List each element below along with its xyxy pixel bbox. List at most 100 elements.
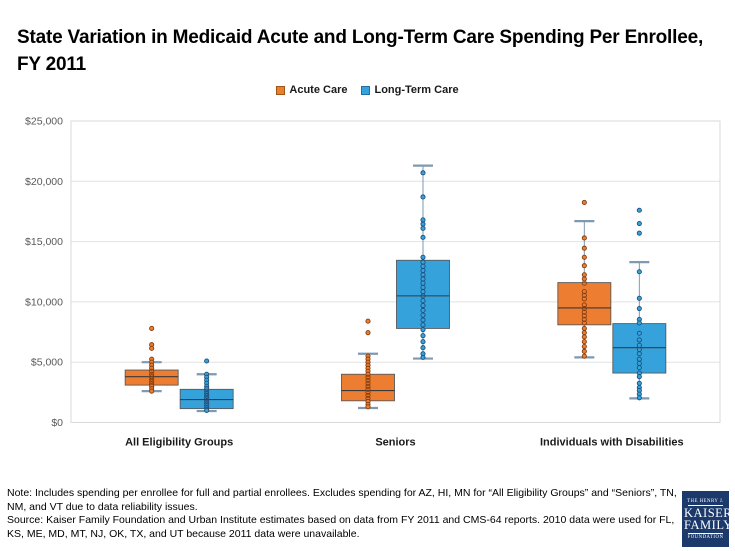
state-point — [365, 389, 371, 395]
box-acute-care-2 — [557, 199, 612, 359]
state-point — [636, 207, 642, 213]
state-point — [581, 292, 587, 298]
state-point — [581, 316, 587, 322]
state-point — [204, 400, 210, 406]
box-long-term-care-0 — [179, 358, 234, 413]
acute-care-swatch-icon — [276, 85, 286, 95]
state-point — [636, 374, 642, 380]
state-point — [636, 305, 642, 312]
logo-divider — [688, 532, 723, 534]
state-point — [365, 380, 371, 386]
source-text: Source: Kaiser Family Foundation and Urb… — [7, 514, 675, 540]
state-point — [636, 351, 642, 357]
state-point — [636, 295, 642, 301]
state-point — [581, 309, 587, 315]
state-point — [420, 293, 426, 299]
state-point — [420, 298, 426, 304]
state-point — [581, 263, 587, 269]
state-point — [581, 313, 587, 319]
state-point — [581, 254, 587, 260]
state-point — [365, 404, 371, 410]
state-point — [149, 325, 155, 331]
legend-label-long-term-care: Long-Term Care — [374, 84, 459, 96]
state-point — [365, 392, 371, 398]
logo-line-3: FAMILY — [684, 518, 733, 532]
state-point — [581, 280, 587, 286]
legend-item-acute-care: Acute Care — [276, 84, 347, 96]
state-point — [636, 320, 642, 326]
state-point — [636, 269, 642, 275]
state-point — [149, 371, 155, 377]
state-point — [149, 376, 155, 382]
state-point — [149, 378, 155, 385]
category-label: Seniors — [375, 437, 415, 449]
state-point — [204, 403, 210, 409]
state-point — [581, 320, 587, 326]
y-tick-label: $20,000 — [25, 176, 63, 188]
state-point — [204, 391, 210, 397]
iqr-box — [612, 323, 667, 374]
state-point — [420, 322, 426, 328]
state-point — [420, 221, 426, 227]
state-point — [581, 245, 587, 251]
state-point — [636, 337, 642, 343]
state-point — [420, 312, 426, 318]
state-point — [636, 380, 642, 386]
state-point — [420, 345, 426, 351]
state-point — [420, 194, 426, 200]
long-term-care-swatch-icon — [361, 85, 371, 95]
state-point — [636, 365, 642, 371]
state-point — [581, 339, 587, 345]
state-point — [365, 386, 371, 392]
logo-line-2: KAISER — [684, 505, 733, 520]
state-point — [365, 374, 371, 380]
state-point — [420, 333, 426, 339]
state-point — [581, 305, 587, 312]
iqr-box — [557, 282, 612, 326]
logo-divider — [688, 504, 723, 506]
state-point — [204, 395, 210, 401]
category-label: Individuals with Disabilities — [540, 437, 684, 449]
state-point — [581, 343, 587, 350]
box-plot-svg: $0 $5,000 $10,000 $15,000 $20,000 $25,000 All … — [25, 116, 721, 449]
y-tick-label: $15,000 — [25, 236, 63, 248]
state-point — [636, 395, 642, 401]
state-point — [636, 330, 642, 336]
kaiser-family-foundation-logo: THE HENRY J. KAISER FAMILY FOUNDATION — [682, 491, 733, 547]
state-point — [149, 388, 155, 394]
plot-border — [70, 120, 721, 423]
legend-label-acute-care: Acute Care — [289, 84, 348, 96]
state-point — [204, 407, 210, 413]
logo-line-1: THE HENRY J. — [687, 498, 724, 504]
state-point — [581, 334, 587, 340]
state-point — [204, 388, 210, 394]
state-point — [420, 327, 426, 333]
state-point — [365, 330, 371, 336]
state-point — [420, 307, 426, 313]
state-point — [204, 358, 210, 364]
state-point — [581, 272, 587, 278]
box-long-term-care-2 — [612, 207, 667, 401]
state-point — [149, 345, 155, 351]
chart-notes: Note: Includes spending per enrollee for… — [7, 487, 685, 541]
state-point — [581, 302, 587, 308]
state-point — [581, 296, 587, 302]
state-point — [420, 170, 426, 176]
chart-title: State Variation in Medicaid Acute and Lo… — [17, 27, 704, 75]
legend-item-long-term-care: Long-Term Care — [361, 84, 459, 96]
state-point — [365, 383, 371, 389]
state-point — [581, 289, 587, 295]
state-point — [581, 330, 587, 336]
state-point — [581, 276, 587, 282]
state-point — [420, 339, 426, 345]
state-point — [420, 254, 426, 260]
state-point — [420, 234, 426, 240]
box-acute-care-0 — [124, 325, 179, 394]
y-tick-label: $25,000 — [25, 116, 63, 128]
state-point — [365, 318, 371, 324]
y-tick-label: $10,000 — [25, 296, 63, 308]
state-point — [636, 230, 642, 236]
state-point — [365, 377, 371, 383]
y-tick-label: $0 — [51, 417, 63, 429]
state-point — [636, 220, 642, 227]
